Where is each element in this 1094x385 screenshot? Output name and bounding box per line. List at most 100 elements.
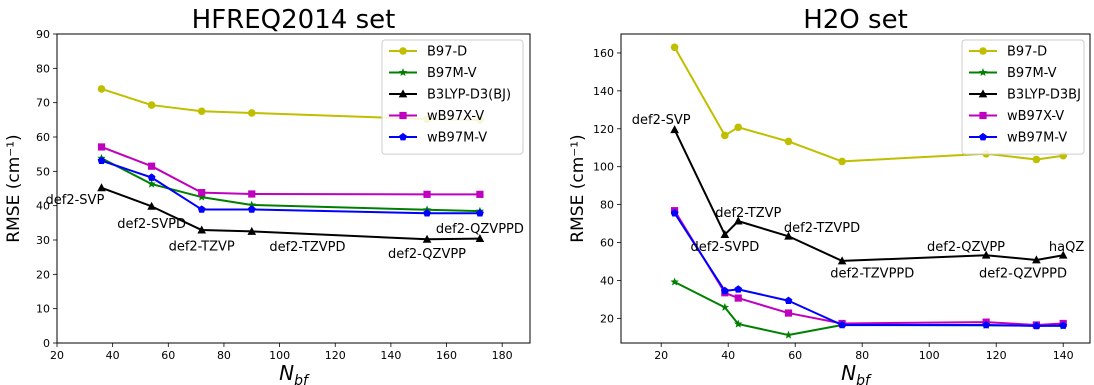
legend-label: B97-D <box>427 45 467 60</box>
series-wb97m-v <box>670 209 1068 330</box>
series-line <box>101 159 480 215</box>
legend-marker <box>399 47 407 55</box>
data-point <box>197 205 206 213</box>
annotation-label: def2-QZVPPD <box>979 267 1067 282</box>
annotation-label: def2-TZVP <box>715 206 781 221</box>
legend-label: B3LYP-D3(BJ) <box>427 88 511 103</box>
legend-label: wB97M-V <box>427 131 487 146</box>
data-point <box>838 320 846 329</box>
data-point <box>423 209 431 217</box>
legend-label: B97-D <box>1007 45 1047 60</box>
x-tick-label: 60 <box>161 349 175 362</box>
data-point <box>247 200 256 209</box>
series-wb97m-v <box>97 156 484 217</box>
legend-marker <box>979 111 987 120</box>
y-tick-label: 100 <box>593 161 614 174</box>
data-point <box>670 277 679 286</box>
plot-frame <box>56 33 531 344</box>
y-tick-label: 40 <box>600 274 614 287</box>
data-point <box>1058 250 1068 259</box>
data-point <box>1032 255 1041 264</box>
data-point <box>97 85 106 93</box>
data-point <box>1032 155 1041 164</box>
x-tick-label: 120 <box>986 349 1007 362</box>
legend-marker <box>398 89 408 98</box>
y-axis-label: RMSE (cm⁻¹) <box>4 134 24 242</box>
series-b3lyp-d3bj <box>670 125 1068 265</box>
y-tick-label: 90 <box>36 28 50 41</box>
legend-item-b3lyp-d3-bj: B3LYP-D3(BJ) <box>389 88 511 103</box>
data-point <box>148 162 156 170</box>
data-point <box>422 234 432 243</box>
annotation-label: def2-QZVPP <box>927 240 1005 255</box>
legend-label: wB97X-V <box>427 109 484 124</box>
legend-box <box>381 39 524 155</box>
series-line <box>673 129 1064 262</box>
x-tick-label: 140 <box>380 349 401 362</box>
plot-frame <box>620 33 1091 344</box>
data-point <box>97 156 106 165</box>
data-point <box>147 201 156 210</box>
legend-marker <box>399 111 407 120</box>
data-point <box>981 250 991 259</box>
data-point <box>476 190 484 198</box>
y-tick-label: 140 <box>593 85 614 98</box>
legend: B97-D B97M-V B3LYP-D3(BJ) wB97X-V wB97M-V <box>381 39 524 155</box>
legend-box <box>961 39 1085 155</box>
x-axis-label: Nbf <box>841 361 872 385</box>
data-point <box>197 107 206 116</box>
data-point <box>147 173 156 181</box>
series-line <box>101 146 480 196</box>
data-point <box>838 157 846 166</box>
x-tick-label: 140 <box>1053 349 1074 362</box>
y-tick-label: 120 <box>593 123 614 136</box>
legend-item-wb97m-v: wB97M-V <box>969 131 1067 146</box>
annotation-label: def2-QZVPP <box>388 247 466 262</box>
annotation-label: def2-SVPD <box>117 217 186 232</box>
legend-marker <box>979 47 987 55</box>
y-tick-label: 0 <box>43 337 50 350</box>
legend-item-b97-d: B97-D <box>969 45 1047 60</box>
data-point <box>248 190 256 198</box>
data-point <box>720 229 730 238</box>
x-tick-label: 120 <box>325 349 346 362</box>
series-line <box>101 186 480 241</box>
legend: B97-D B97M-V B3LYP-D3BJ wB97X-V wB97M-V <box>961 39 1085 155</box>
y-tick-label: 70 <box>36 97 50 110</box>
legend-item-wb97x-v: wB97X-V <box>389 109 484 124</box>
legend-item-b3lyp-d3bj: B3LYP-D3BJ <box>969 88 1081 103</box>
x-tick-label: 20 <box>654 349 668 362</box>
annotation-label: def2-QZVPPD <box>436 222 524 237</box>
annotation-label: def2-TZVP <box>169 239 235 254</box>
legend-marker <box>978 68 988 77</box>
data-point <box>982 320 991 329</box>
x-tick-label: 100 <box>919 349 940 362</box>
legend-label: B97M-V <box>1007 66 1057 81</box>
legend-item-b97m-v: B97M-V <box>389 66 477 81</box>
data-point <box>197 225 206 234</box>
chart-h2o: H2O set 20 40 60 80 100 120 140 20 40 60 80 100 120 14… <box>568 5 1091 385</box>
annotation-label: def2-TZVPD <box>269 240 345 255</box>
legend-label: wB97M-V <box>1007 131 1067 146</box>
data-point <box>147 179 156 188</box>
data-point <box>475 234 485 243</box>
x-tick-label: 160 <box>436 349 457 362</box>
y-tick-label: 60 <box>600 237 614 250</box>
y-tick-label: 80 <box>36 62 50 75</box>
data-point <box>720 302 730 311</box>
data-point <box>784 231 793 240</box>
data-point <box>784 309 793 317</box>
data-point <box>476 209 484 217</box>
series-b97m-v <box>670 277 1068 339</box>
x-tick-label: 80 <box>217 349 231 362</box>
data-point <box>784 330 793 339</box>
annotation-label: def2-SVPD <box>690 240 759 255</box>
data-point <box>147 101 156 109</box>
data-point <box>97 183 106 192</box>
series-b97m-v <box>97 153 485 215</box>
data-point <box>784 296 793 305</box>
legend-marker <box>979 132 987 141</box>
x-tick-label: 100 <box>269 349 290 362</box>
data-point <box>734 285 743 293</box>
